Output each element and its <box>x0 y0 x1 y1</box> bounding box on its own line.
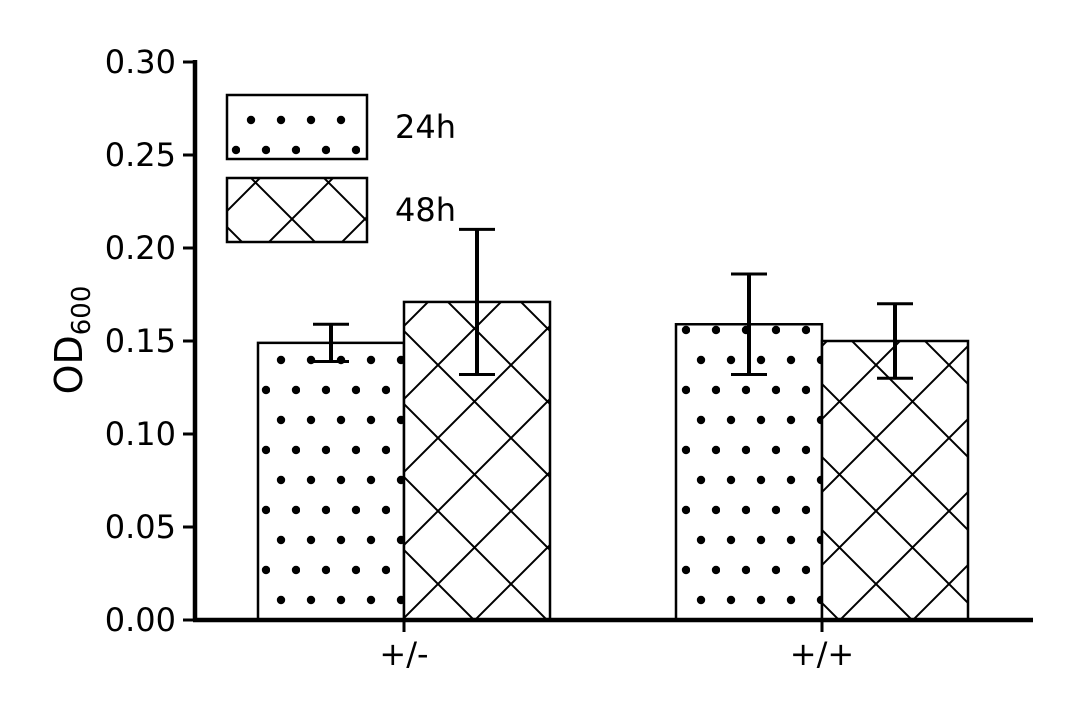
x-tick-label: +/+ <box>790 635 854 673</box>
y-axis-title: OD600 <box>47 286 97 395</box>
bar-24h-het <box>256 341 406 622</box>
x-tick-label: +/- <box>379 635 428 673</box>
y-tick-label: 0.05 <box>105 508 176 546</box>
error-bar <box>313 322 349 363</box>
plot-area <box>256 227 970 622</box>
y-tick-label: 0.20 <box>105 229 176 267</box>
y-ticks: 0.00 0.05 0.10 0.15 0.20 0.25 0.30 <box>105 43 195 639</box>
legend-label-48h: 48h <box>395 191 456 229</box>
y-tick-label: 0.10 <box>105 415 176 453</box>
y-axis-title-subscript: 600 <box>67 286 97 336</box>
legend-swatch-24h <box>225 93 369 161</box>
bar-48h-hom <box>820 339 970 622</box>
error-bar <box>459 227 495 376</box>
y-tick-label: 0.30 <box>105 43 176 81</box>
legend-swatch-48h <box>225 176 369 244</box>
legend-label-24h: 24h <box>395 108 456 146</box>
y-tick-label: 0.15 <box>105 322 176 360</box>
legend: 24h 48h <box>225 93 456 244</box>
y-tick-label: 0.00 <box>105 601 176 639</box>
x-ticks: +/- +/+ <box>379 620 854 673</box>
error-bar <box>877 302 913 380</box>
error-bar <box>731 272 767 376</box>
y-tick-label: 0.25 <box>105 136 176 174</box>
y-axis-title-base: OD <box>47 335 91 394</box>
